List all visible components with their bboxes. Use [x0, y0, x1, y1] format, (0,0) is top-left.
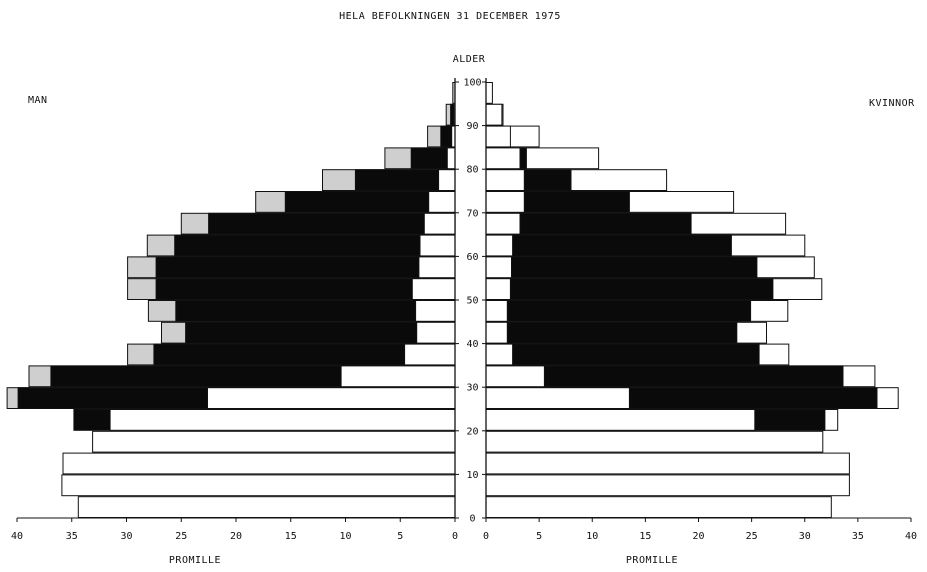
right-white-bar-40-44: [485, 321, 508, 344]
right-x-tick-label-25: 25: [746, 531, 758, 542]
right-black-bar-50-54: [485, 278, 774, 301]
right-white-bar-25-29: [485, 387, 630, 410]
right-white-bar-30-34: [485, 365, 545, 388]
left-x-tick-label-25: 25: [175, 531, 187, 542]
right-white-bar-85-89: [485, 125, 511, 148]
age-tick-label-70: 70: [466, 208, 478, 219]
age-tick-label-90: 90: [466, 121, 478, 132]
left-white-bar-20-24: [109, 409, 456, 431]
left-white-bar-60-64: [419, 234, 456, 257]
right-white-bar-75-79: [485, 169, 525, 191]
right-x-tick-label-40: 40: [905, 531, 917, 542]
right-white-bar-0-4: [485, 496, 832, 519]
right-x-tick-label-5: 5: [536, 531, 542, 542]
left-x-tick-label-15: 15: [285, 531, 297, 542]
age-tick-label-20: 20: [466, 426, 478, 437]
bars-group: [6, 82, 899, 519]
right-white-bar-80-84: [485, 147, 521, 170]
left-white-bar-10-14: [62, 452, 456, 475]
center-axis-label: ALDER: [453, 54, 486, 65]
right-white-bar-15-19: [485, 430, 824, 453]
left-white-bar-30-34: [340, 365, 456, 388]
right-white-bar-10-14: [485, 452, 850, 475]
right-black-bar-55-59: [485, 256, 758, 279]
left-white-bar-5-9: [61, 474, 456, 497]
right-black-bar-35-39: [485, 343, 760, 366]
right-x-axis-label: PROMILLE: [626, 555, 678, 566]
right-white-bar-50-54: [485, 278, 511, 301]
left-x-tick-label-5: 5: [397, 531, 403, 542]
left-white-bar-0-4: [77, 496, 456, 519]
left-x-tick-label-0: 0: [452, 531, 458, 542]
right-x-tick-label-15: 15: [639, 531, 651, 542]
left-white-bar-50-54: [411, 278, 456, 301]
right-black-bar-40-44: [485, 321, 738, 344]
right-white-bar-45-49: [485, 300, 508, 322]
chart-title: HELA BEFOLKNINGEN 31 DECEMBER 1975: [339, 11, 561, 22]
left-x-tick-label-10: 10: [339, 531, 351, 542]
right-white-bar-55-59: [485, 256, 512, 279]
right-white-bar-95-99: [485, 82, 493, 104]
age-tick-label-100: 100: [463, 78, 481, 89]
left-white-bar-35-39: [404, 343, 456, 366]
right-white-bar-65-69: [485, 212, 521, 235]
left-black-bar-45-49: [175, 300, 456, 322]
right-black-bar-60-64: [485, 234, 732, 257]
age-tick-label-10: 10: [466, 470, 478, 481]
left-black-bar-60-64: [174, 234, 456, 257]
left-white-bar-80-84: [446, 147, 456, 170]
age-tick-label-60: 60: [466, 252, 478, 263]
left-white-bar-65-69: [423, 212, 456, 235]
right-white-bar-70-74: [485, 191, 525, 213]
right-x-tick-label-0: 0: [483, 531, 489, 542]
left-x-axis-label: PROMILLE: [169, 555, 221, 566]
age-tick-label-50: 50: [466, 296, 478, 307]
right-x-tick-label-20: 20: [692, 531, 704, 542]
left-black-bar-50-54: [155, 278, 456, 301]
right-x-tick-label-10: 10: [586, 531, 598, 542]
right-series-label: KVINNOR: [869, 98, 915, 109]
left-black-bar-55-59: [155, 256, 456, 279]
left-x-tick-label-40: 40: [11, 531, 23, 542]
left-black-bar-40-44: [185, 321, 456, 344]
age-tick-label-40: 40: [466, 339, 478, 350]
left-x-tick-label-30: 30: [120, 531, 132, 542]
right-white-bar-20-24: [485, 409, 756, 431]
right-x-tick-label-30: 30: [799, 531, 811, 542]
left-white-bar-25-29: [207, 387, 456, 410]
left-white-bar-70-74: [428, 191, 456, 213]
right-black-bar-45-49: [485, 300, 752, 322]
right-white-bar-90-94: [485, 103, 503, 126]
right-white-bar-35-39: [485, 343, 514, 366]
left-white-bar-40-44: [416, 321, 456, 344]
left-white-bar-75-79: [438, 169, 456, 191]
right-x-tick-label-35: 35: [852, 531, 864, 542]
left-black-bar-65-69: [208, 212, 456, 235]
age-tick-label-0: 0: [469, 514, 475, 525]
left-x-tick-label-35: 35: [66, 531, 78, 542]
right-white-bar-5-9: [485, 474, 850, 497]
left-white-bar-45-49: [415, 300, 456, 322]
age-tick-label-30: 30: [466, 383, 478, 394]
age-tick-label-80: 80: [466, 165, 478, 176]
left-series-label: MAN: [28, 95, 48, 106]
right-white-bar-60-64: [485, 234, 514, 257]
left-white-bar-15-19: [92, 430, 456, 453]
left-x-tick-label-20: 20: [230, 531, 242, 542]
left-white-bar-55-59: [418, 256, 456, 279]
